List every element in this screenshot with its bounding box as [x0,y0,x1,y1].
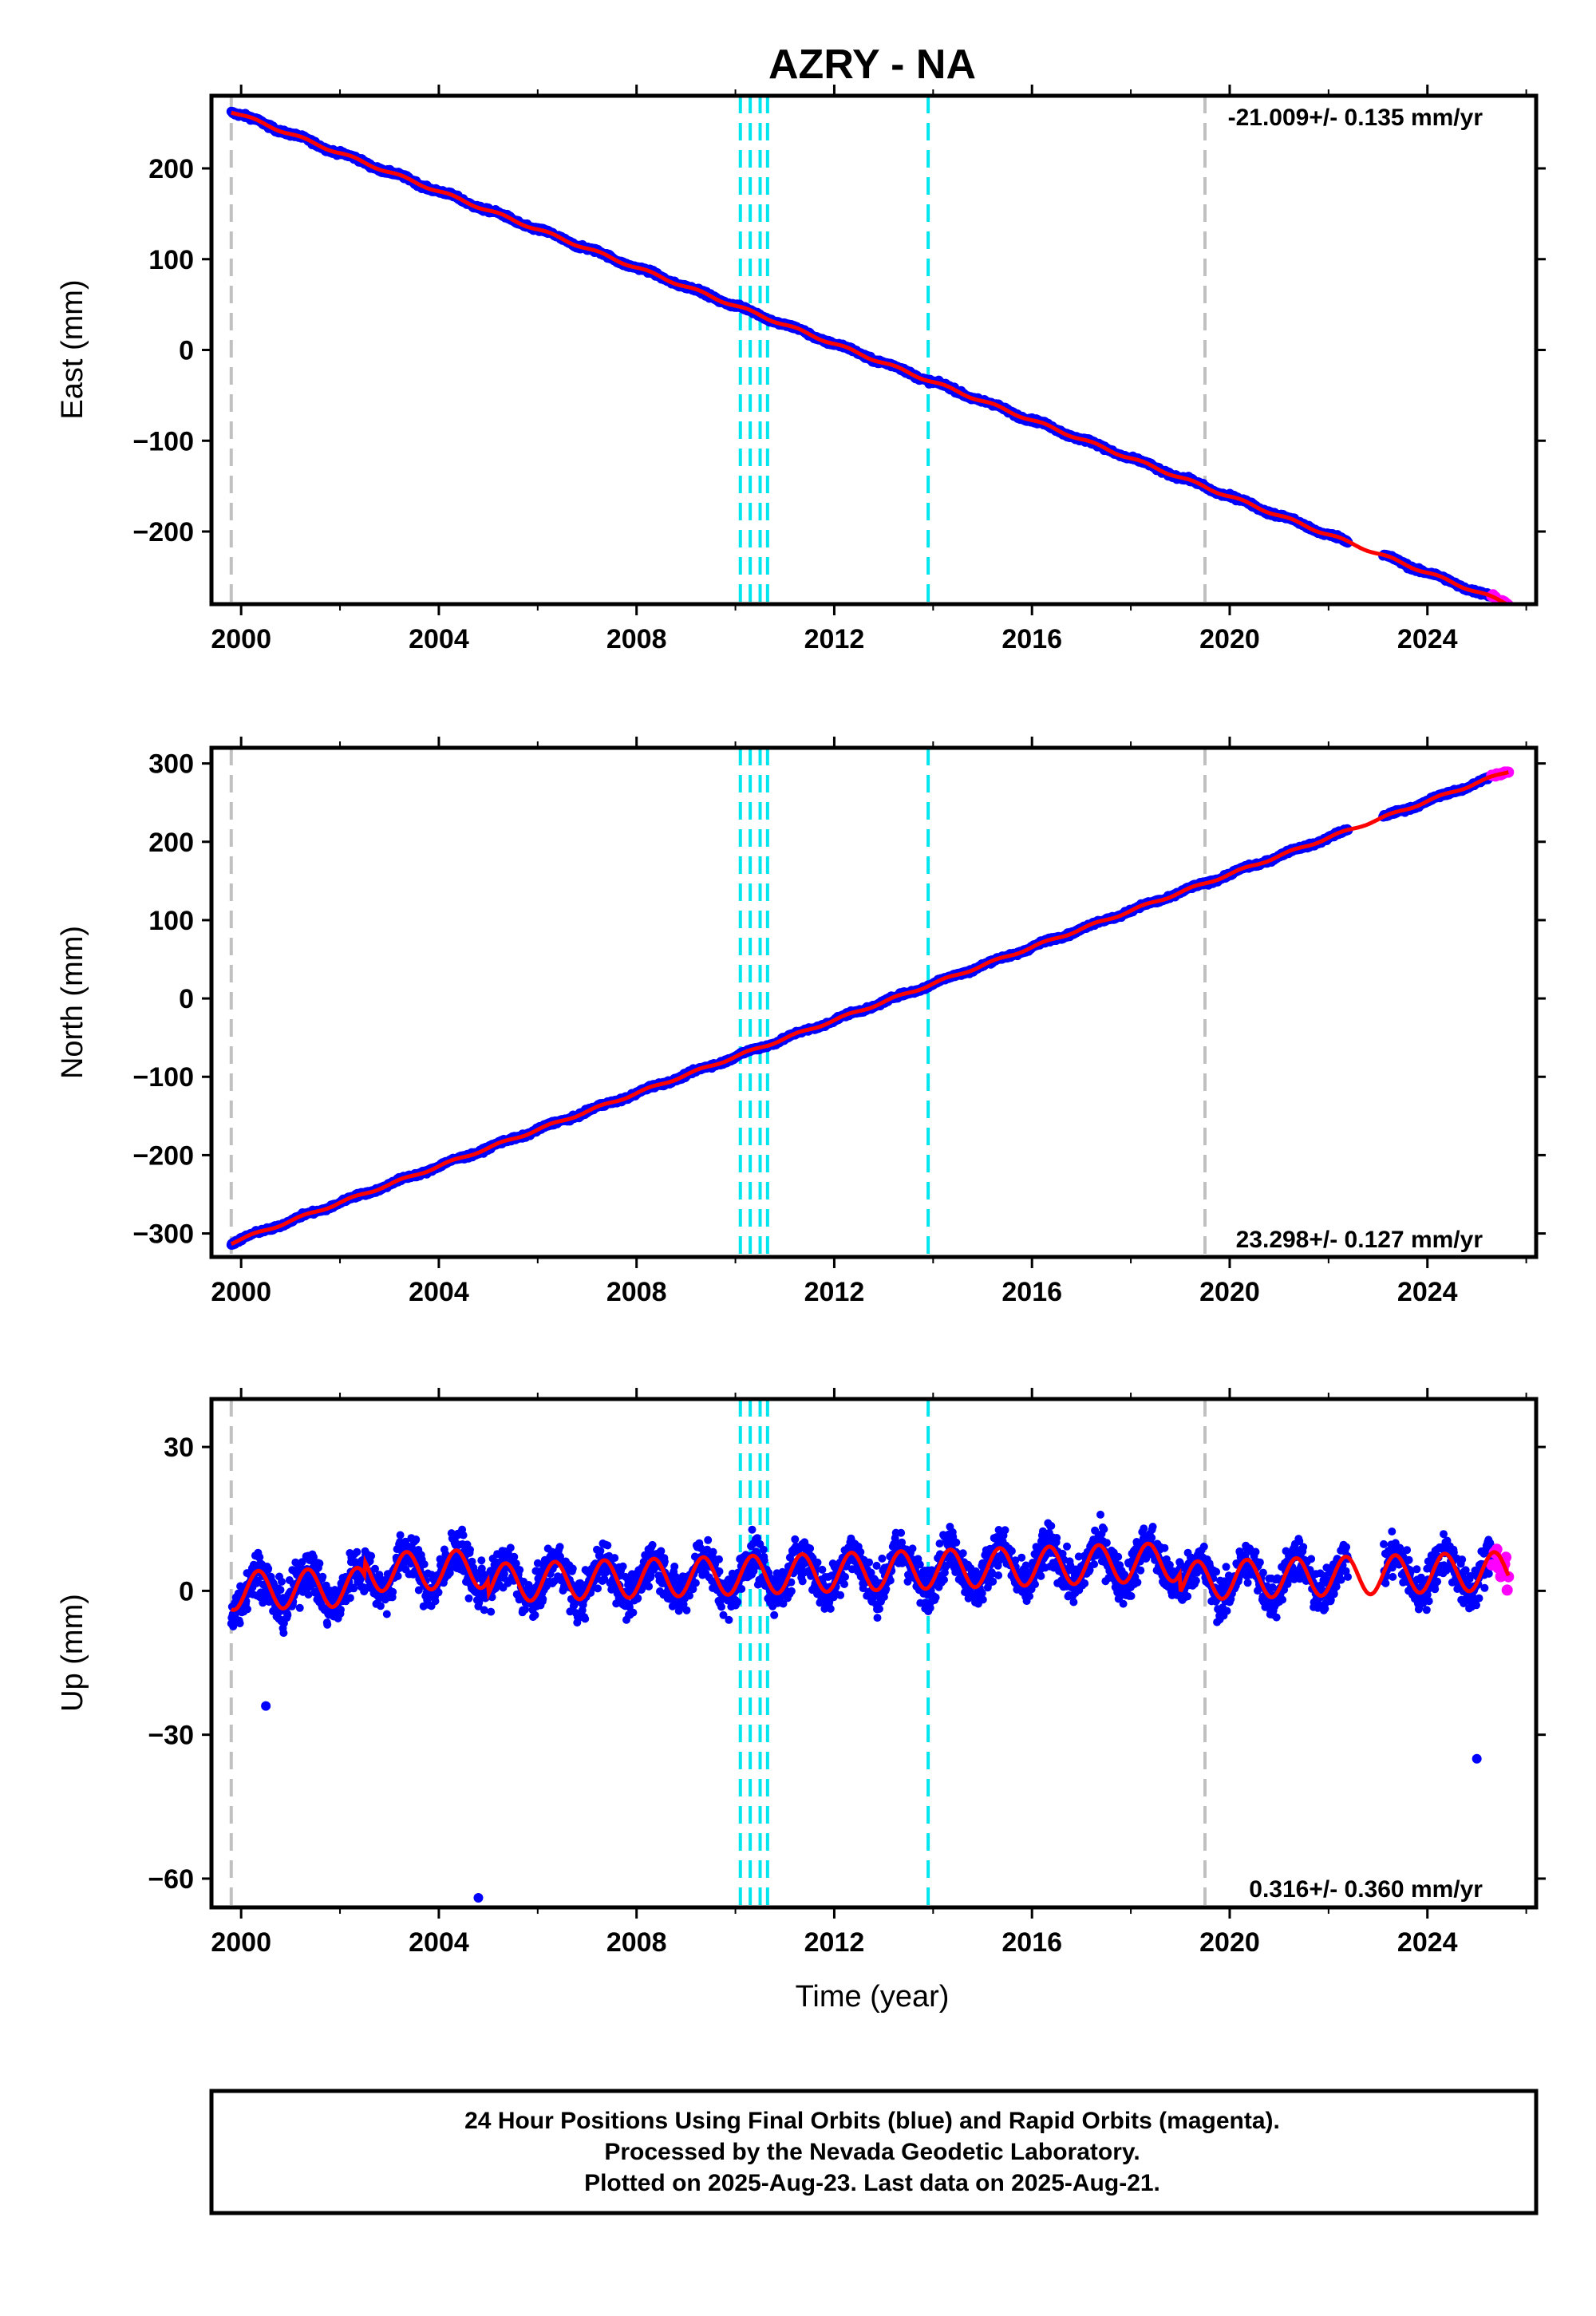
east-rate-label: -21.009+/- 0.135 mm/yr [1228,105,1483,131]
east-x-tick-label-5: 2020 [1199,624,1260,654]
east-y-tick-label-3: −100 [132,426,194,456]
east-panel: East (mm) -21.009+/- 0.135 mm/yr 200 100 0… [56,85,1546,654]
east-x-tick-label-6: 2024 [1397,624,1458,654]
east-y-tick-label-0: 200 [148,154,194,184]
east-x-tick-label-1: 2004 [409,624,469,654]
east-y-tick-label-2: 0 [179,336,194,366]
east-x-tick-label-0: 2000 [211,624,271,654]
east-y-tick-label-4: −200 [132,517,194,547]
east-y-axis-label: East (mm) [56,279,89,419]
east-model-fit-line [231,110,1510,604]
east-plot-frame [209,93,1539,607]
east-y-tick-label-1: 100 [148,245,194,275]
east-plot-area [226,96,1515,604]
east-x-tick-label-2: 2008 [606,624,667,654]
east-x-tick-label-3: 2012 [804,624,865,654]
north-plot-area [226,748,1515,1257]
chart-title: AZRY - NA [768,41,976,88]
north-panel: North (mm) 23.298+/- 0.127 mm/yr 3002001… [56,737,1546,1307]
east-x-tick-label-4: 2016 [1001,624,1062,654]
